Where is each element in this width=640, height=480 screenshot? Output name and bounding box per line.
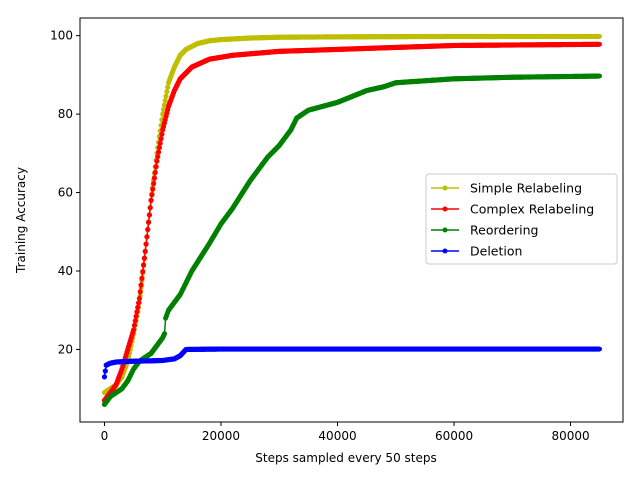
data-point bbox=[132, 318, 138, 324]
series-deletion bbox=[101, 346, 602, 380]
legend-entry-reordering: Reordering bbox=[431, 223, 538, 238]
data-point bbox=[150, 180, 157, 187]
x-tick-label: 60000 bbox=[435, 429, 473, 443]
legend-entry-deletion: Deletion bbox=[431, 244, 522, 259]
data-point bbox=[162, 98, 168, 104]
data-point bbox=[139, 275, 145, 281]
data-point bbox=[140, 268, 146, 275]
data-point bbox=[155, 149, 162, 155]
legend-label: Reordering bbox=[470, 223, 538, 238]
data-point bbox=[133, 313, 139, 319]
y-axis-ticks: 20 40 60 80 100 bbox=[50, 29, 80, 356]
data-point bbox=[102, 368, 108, 374]
data-point bbox=[146, 212, 153, 218]
data-point bbox=[159, 131, 165, 137]
data-point bbox=[137, 289, 143, 295]
legend-entry-simple-relabeling: Simple Relabeling bbox=[431, 181, 582, 196]
data-point bbox=[142, 248, 148, 254]
data-point bbox=[145, 226, 151, 233]
legend-marker bbox=[442, 206, 448, 212]
y-tick-label: 80 bbox=[58, 107, 73, 121]
series-complex-relabeling bbox=[101, 41, 602, 404]
data-point bbox=[597, 73, 602, 79]
plot-frame bbox=[79, 17, 624, 423]
data-point bbox=[154, 158, 160, 164]
data-point bbox=[152, 169, 158, 175]
data-point bbox=[131, 322, 138, 328]
y-tick-label: 40 bbox=[58, 264, 73, 278]
data-point bbox=[135, 304, 141, 311]
legend-marker bbox=[442, 227, 448, 233]
x-tick-label: 80000 bbox=[551, 429, 589, 443]
series-line-deletion bbox=[103, 348, 600, 378]
legend-entry-complex-relabeling: Complex Relabeling bbox=[431, 202, 594, 217]
y-axis-label: Training Accuracy bbox=[14, 167, 28, 274]
legend-marker bbox=[442, 248, 448, 254]
legend-label: Simple Relabeling bbox=[470, 181, 582, 196]
data-point bbox=[101, 374, 108, 380]
y-tick-label: 60 bbox=[58, 186, 73, 200]
data-point bbox=[158, 136, 164, 142]
data-point bbox=[163, 93, 169, 99]
data-point bbox=[140, 262, 147, 268]
data-point bbox=[153, 164, 159, 170]
data-point bbox=[597, 34, 602, 39]
y-tick-label: 100 bbox=[50, 29, 73, 43]
x-tick-label: 40000 bbox=[318, 429, 356, 443]
legend-label: Deletion bbox=[470, 244, 522, 259]
legend-label: Complex Relabeling bbox=[470, 202, 594, 217]
x-tick-label: 0 bbox=[101, 429, 109, 443]
data-point bbox=[145, 219, 152, 225]
data-point bbox=[164, 89, 170, 95]
data-point bbox=[157, 140, 163, 146]
data-point bbox=[136, 295, 143, 302]
y-tick-label: 20 bbox=[58, 342, 73, 356]
series-reordering bbox=[101, 73, 602, 407]
data-point bbox=[147, 205, 153, 211]
data-point bbox=[135, 300, 142, 306]
x-axis-label: Steps sampled every 50 steps bbox=[255, 451, 436, 465]
data-point bbox=[141, 255, 148, 261]
legend-marker bbox=[442, 185, 448, 191]
x-tick-label: 20000 bbox=[202, 429, 240, 443]
data-point bbox=[143, 241, 149, 247]
data-point bbox=[131, 327, 137, 333]
data-point bbox=[149, 192, 155, 198]
x-axis-ticks: 0 20000 40000 60000 80000 bbox=[101, 422, 590, 443]
data-point bbox=[161, 331, 168, 337]
data-point bbox=[151, 175, 158, 181]
data-point bbox=[150, 186, 156, 192]
data-point bbox=[597, 346, 602, 352]
data-point bbox=[155, 154, 161, 160]
series-layer bbox=[101, 33, 602, 407]
data-point bbox=[148, 197, 154, 203]
data-point bbox=[144, 234, 150, 240]
data-point bbox=[165, 84, 171, 90]
data-point bbox=[156, 145, 162, 151]
legend-box bbox=[425, 173, 618, 265]
data-point bbox=[138, 282, 144, 288]
data-point bbox=[134, 309, 140, 315]
data-point bbox=[597, 41, 602, 47]
legend: Simple Relabeling Complex Relabeling Reord… bbox=[425, 173, 618, 265]
